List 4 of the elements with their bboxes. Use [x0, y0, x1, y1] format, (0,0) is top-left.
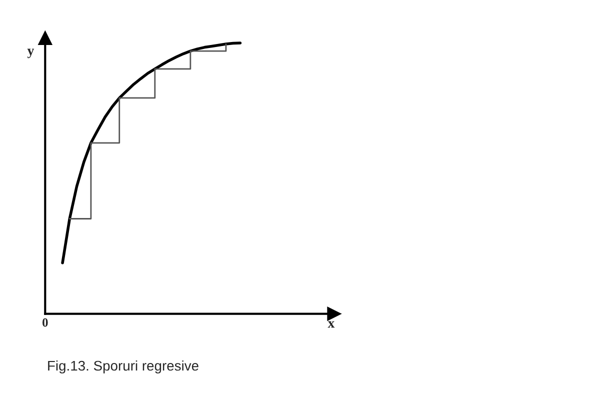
text: x — [328, 321, 335, 328]
caption: Fig.13. Sporuri regresive — [48, 360, 198, 374]
text: y — [27, 48, 34, 58]
text: 0 — [42, 318, 48, 327]
